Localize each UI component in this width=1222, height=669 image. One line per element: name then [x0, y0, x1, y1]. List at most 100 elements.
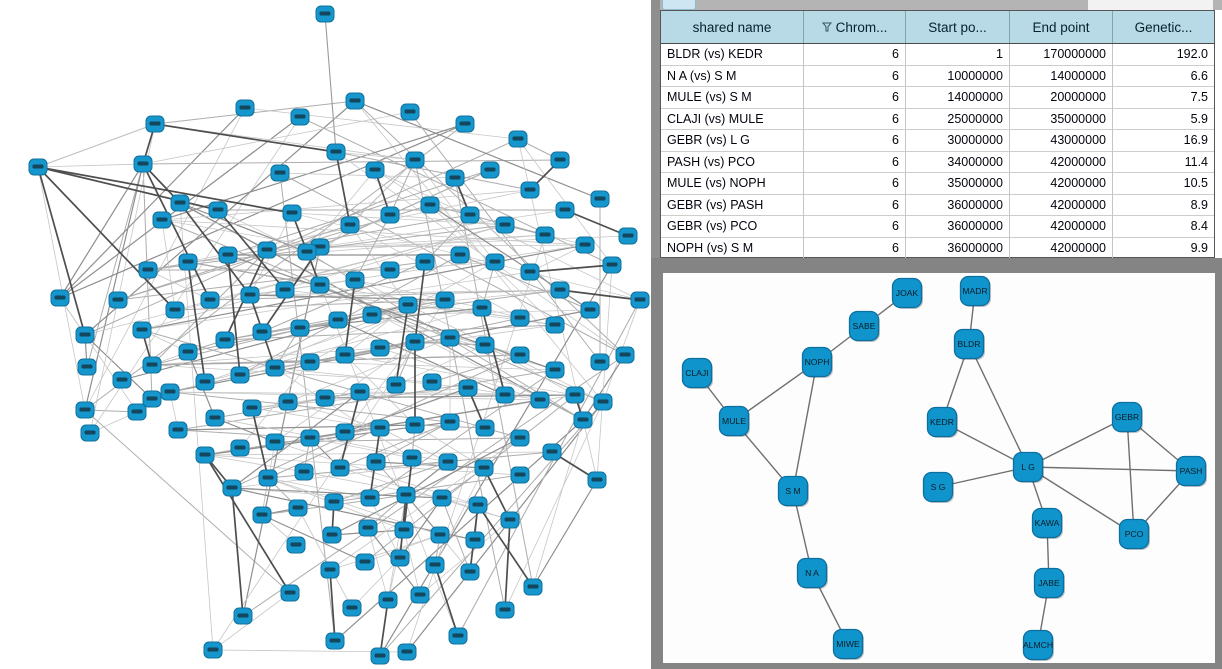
- table-row[interactable]: NOPH (vs) S M 6 36000000 42000000 9.9: [661, 237, 1214, 259]
- network-node[interactable]: [300, 353, 320, 371]
- table-row[interactable]: N A (vs) S M 6 10000000 14000000 6.6: [661, 65, 1214, 87]
- table-cell[interactable]: 36000000: [906, 216, 1010, 238]
- network-node[interactable]: [510, 466, 530, 484]
- network-node[interactable]: [127, 403, 147, 421]
- network-node[interactable]: [590, 190, 610, 208]
- main-network-view[interactable]: [0, 0, 651, 669]
- network-node[interactable]: [142, 356, 162, 374]
- table-row[interactable]: BLDR (vs) KEDR 6 1 170000000 192.0: [661, 44, 1214, 66]
- table-cell[interactable]: 36000000: [906, 237, 1010, 259]
- table-cell[interactable]: GEBR (vs) L G: [661, 130, 804, 152]
- network-node[interactable]: [300, 429, 320, 447]
- network-node[interactable]: [475, 336, 495, 354]
- network-node[interactable]: [445, 169, 465, 187]
- network-node[interactable]: [542, 443, 562, 461]
- network-node[interactable]: [265, 433, 285, 451]
- network-node[interactable]: [602, 256, 622, 274]
- table-cell[interactable]: 36000000: [906, 194, 1010, 216]
- table-cell[interactable]: 9.9: [1113, 238, 1214, 259]
- sub-network-view[interactable]: JOAK SABE NOPH CLAJI MULE S M N A MIWE MADR BLDR K…: [663, 273, 1215, 663]
- network-node[interactable]: [132, 321, 152, 339]
- network-node[interactable]: [480, 161, 500, 179]
- network-node[interactable]: [510, 346, 530, 364]
- network-node[interactable]: [340, 216, 360, 234]
- network-node[interactable]: [152, 211, 172, 229]
- network-node[interactable]: [530, 391, 550, 409]
- node-SG[interactable]: S G: [922, 471, 955, 504]
- node-PASH[interactable]: PASH: [1175, 455, 1208, 488]
- network-node[interactable]: [242, 399, 262, 417]
- network-node[interactable]: [398, 296, 418, 314]
- table-cell[interactable]: MULE (vs) S M: [661, 87, 804, 109]
- network-node[interactable]: [555, 201, 575, 219]
- network-node[interactable]: [405, 333, 425, 351]
- network-node[interactable]: [458, 379, 478, 397]
- network-node[interactable]: [290, 108, 310, 126]
- node-ALMCH[interactable]: ALMCH: [1022, 629, 1054, 662]
- network-node[interactable]: [510, 429, 530, 447]
- network-node[interactable]: [386, 376, 406, 394]
- network-node[interactable]: [593, 393, 613, 411]
- network-node[interactable]: [465, 531, 485, 549]
- network-node[interactable]: [265, 359, 285, 377]
- network-node[interactable]: [145, 115, 165, 133]
- network-node[interactable]: [405, 151, 425, 169]
- network-node[interactable]: [326, 143, 346, 161]
- node-JOAK[interactable]: JOAK: [891, 277, 924, 310]
- table-cell[interactable]: 42000000: [1010, 173, 1113, 195]
- network-node[interactable]: [203, 641, 223, 659]
- network-node[interactable]: [358, 519, 378, 537]
- network-node[interactable]: [142, 390, 162, 408]
- network-node[interactable]: [435, 291, 455, 309]
- network-node[interactable]: [345, 271, 365, 289]
- table-cell[interactable]: 11.4: [1113, 152, 1214, 173]
- network-node[interactable]: [475, 419, 495, 437]
- table-cell[interactable]: 10000000: [906, 65, 1010, 87]
- edge-LG-GEBR[interactable]: [1027, 416, 1128, 468]
- node-MULE[interactable]: MULE: [718, 405, 751, 438]
- table-cell[interactable]: 6: [804, 237, 906, 259]
- network-node[interactable]: [342, 599, 362, 617]
- table-cell[interactable]: 20000000: [1010, 87, 1113, 109]
- table-row[interactable]: GEBR (vs) PASH 6 36000000 42000000 8.9: [661, 194, 1214, 216]
- network-node[interactable]: [575, 236, 595, 254]
- network-node[interactable]: [370, 339, 390, 357]
- network-node[interactable]: [520, 181, 540, 199]
- network-node[interactable]: [495, 216, 515, 234]
- table-cell[interactable]: 35000000: [1010, 108, 1113, 130]
- network-node[interactable]: [270, 164, 290, 182]
- table-cell[interactable]: 25000000: [906, 108, 1010, 130]
- network-node[interactable]: [410, 586, 430, 604]
- network-node[interactable]: [315, 5, 335, 23]
- node-NA[interactable]: N A: [796, 557, 829, 590]
- network-node[interactable]: [320, 561, 340, 579]
- table-cell[interactable]: 10.5: [1113, 173, 1214, 195]
- table-cell[interactable]: 6.6: [1113, 66, 1214, 87]
- table-cell[interactable]: 5.9: [1113, 109, 1214, 130]
- table-cell[interactable]: 6: [804, 216, 906, 238]
- network-node[interactable]: [495, 601, 515, 619]
- network-node[interactable]: [422, 373, 442, 391]
- node-SABE[interactable]: SABE: [848, 310, 881, 343]
- network-node[interactable]: [324, 493, 344, 511]
- network-node[interactable]: [397, 643, 417, 661]
- network-node[interactable]: [425, 556, 445, 574]
- table-cell[interactable]: 6: [804, 44, 906, 66]
- network-node[interactable]: [325, 632, 345, 650]
- network-node[interactable]: [168, 421, 188, 439]
- network-node[interactable]: [355, 553, 375, 571]
- network-node[interactable]: [495, 386, 515, 404]
- network-node[interactable]: [240, 286, 260, 304]
- network-node[interactable]: [235, 99, 255, 117]
- network-node[interactable]: [286, 536, 306, 554]
- network-node[interactable]: [378, 591, 398, 609]
- node-KAWA[interactable]: KAWA: [1031, 507, 1064, 540]
- network-node[interactable]: [520, 263, 540, 281]
- table-cell[interactable]: 42000000: [1010, 151, 1113, 173]
- network-node[interactable]: [75, 401, 95, 419]
- network-node[interactable]: [328, 311, 348, 329]
- network-node[interactable]: [618, 227, 638, 245]
- node-MADR[interactable]: MADR: [959, 275, 992, 308]
- table-cell[interactable]: 14000000: [1010, 65, 1113, 87]
- network-node[interactable]: [440, 329, 460, 347]
